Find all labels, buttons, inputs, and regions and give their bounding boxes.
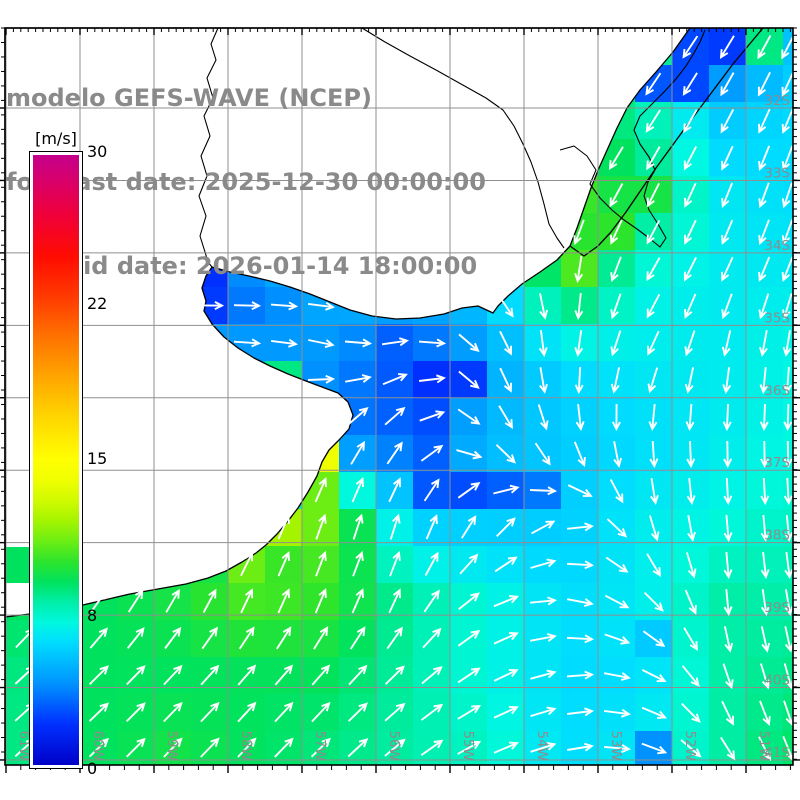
lat-label: 37S [764, 455, 790, 471]
map-frame [4, 27, 794, 766]
lat-label: 36S [764, 383, 790, 399]
lon-label: 60W [90, 730, 106, 761]
colorbar-tick-30: 30 [87, 142, 108, 161]
lat-label: 34S [764, 238, 790, 254]
axis-labels-layer: 32S 33S 34S 35S 36S 37S 38S 39S 40S 41S 61W 60W 59W 5… [16, 93, 790, 761]
colorbar [29, 151, 83, 769]
uruguay-river-line [198, 27, 219, 268]
colorbar-tick-22: 22 [87, 294, 108, 313]
lon-label: 52W [682, 730, 698, 761]
lat-label: 35S [764, 310, 790, 326]
barrier-coastline [569, 27, 764, 257]
lagoon-outline [559, 29, 706, 248]
lat-label: 32S [764, 93, 790, 109]
lon-label: 61W [16, 730, 32, 761]
colorbar-tick-labels: 30 22 15 8 0 [87, 142, 127, 778]
lon-label: 51W [756, 730, 772, 761]
lon-label: 56W [386, 730, 402, 761]
lon-label: 53W [608, 730, 624, 761]
country-border-line [361, 27, 565, 249]
lon-label: 54W [534, 730, 550, 761]
lat-label: 40S [764, 673, 790, 689]
lat-label: 33S [764, 165, 790, 181]
colorbar-unit-label: [m/s] [35, 129, 77, 148]
colorbar-gradient [33, 155, 79, 765]
lon-label: 57W [312, 730, 328, 761]
lon-label: 59W [164, 730, 180, 761]
colorbar-tick-15: 15 [87, 449, 108, 468]
lat-label: 41S [764, 745, 790, 761]
lon-label: 55W [460, 730, 476, 761]
lat-label: 39S [764, 600, 790, 616]
colorbar-tick-8: 8 [87, 606, 98, 625]
colorbar-tick-0: 0 [87, 759, 98, 778]
lon-label: 58W [238, 730, 254, 761]
lat-label: 38S [764, 528, 790, 544]
